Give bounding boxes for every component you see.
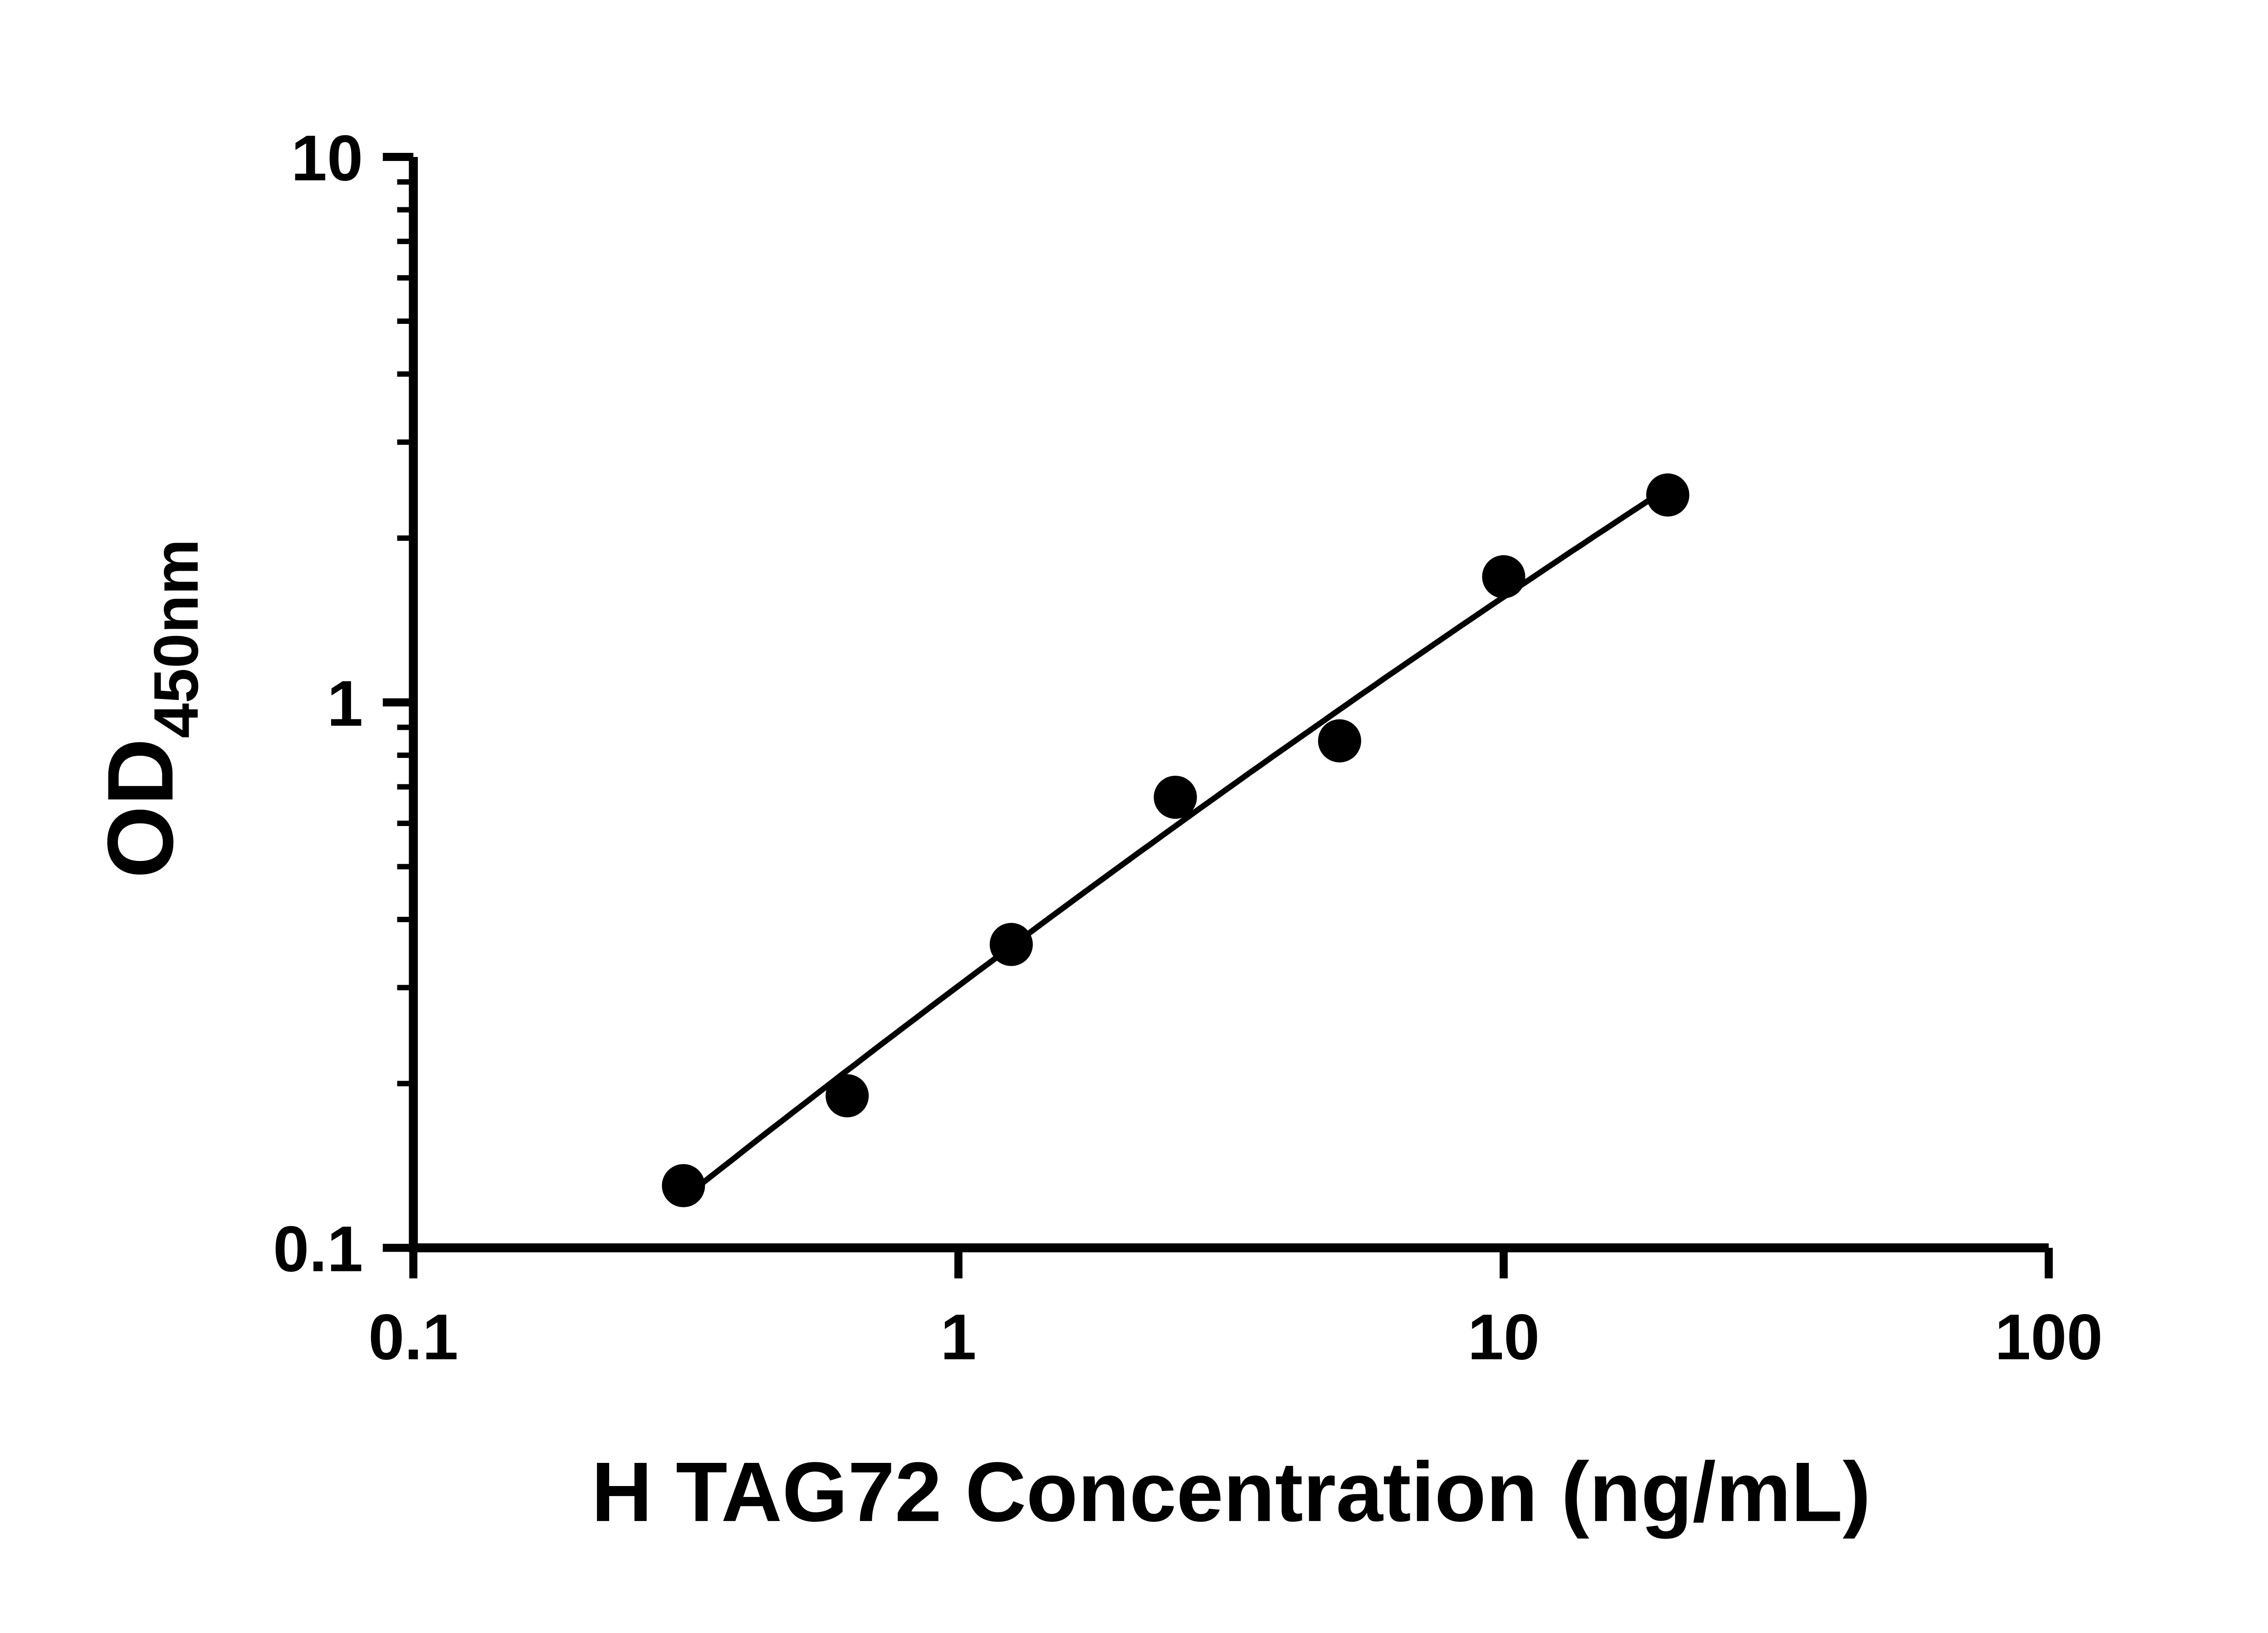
- x-tick-label: 100: [1995, 1301, 2103, 1374]
- axis-line: [409, 156, 2049, 1252]
- data-point: [826, 1074, 869, 1118]
- y-tick-label: 1: [327, 668, 363, 740]
- y-tick-label: 10: [291, 122, 363, 194]
- y-axis-title: OD450nm: [88, 539, 211, 878]
- data-point: [662, 1164, 705, 1208]
- y-axis-title-sub: 450nm: [141, 539, 211, 738]
- data-point: [1154, 776, 1197, 819]
- data-point: [1482, 555, 1525, 599]
- data-point: [1646, 473, 1690, 517]
- x-tick-label: 1: [940, 1301, 976, 1374]
- plot-area: 0.1 1 10 100 0.1 1 10: [273, 122, 2103, 1373]
- x-tick-label: 10: [1468, 1301, 1540, 1374]
- x-tick-label: 0.1: [368, 1301, 458, 1374]
- data-point: [989, 923, 1033, 966]
- y-axis-title-main: OD: [88, 738, 192, 878]
- x-axis-title: H TAG72 Concentration (ng/mL): [591, 1445, 1871, 1539]
- data-point: [1318, 719, 1361, 763]
- y-tick-label: 0.1: [273, 1213, 363, 1285]
